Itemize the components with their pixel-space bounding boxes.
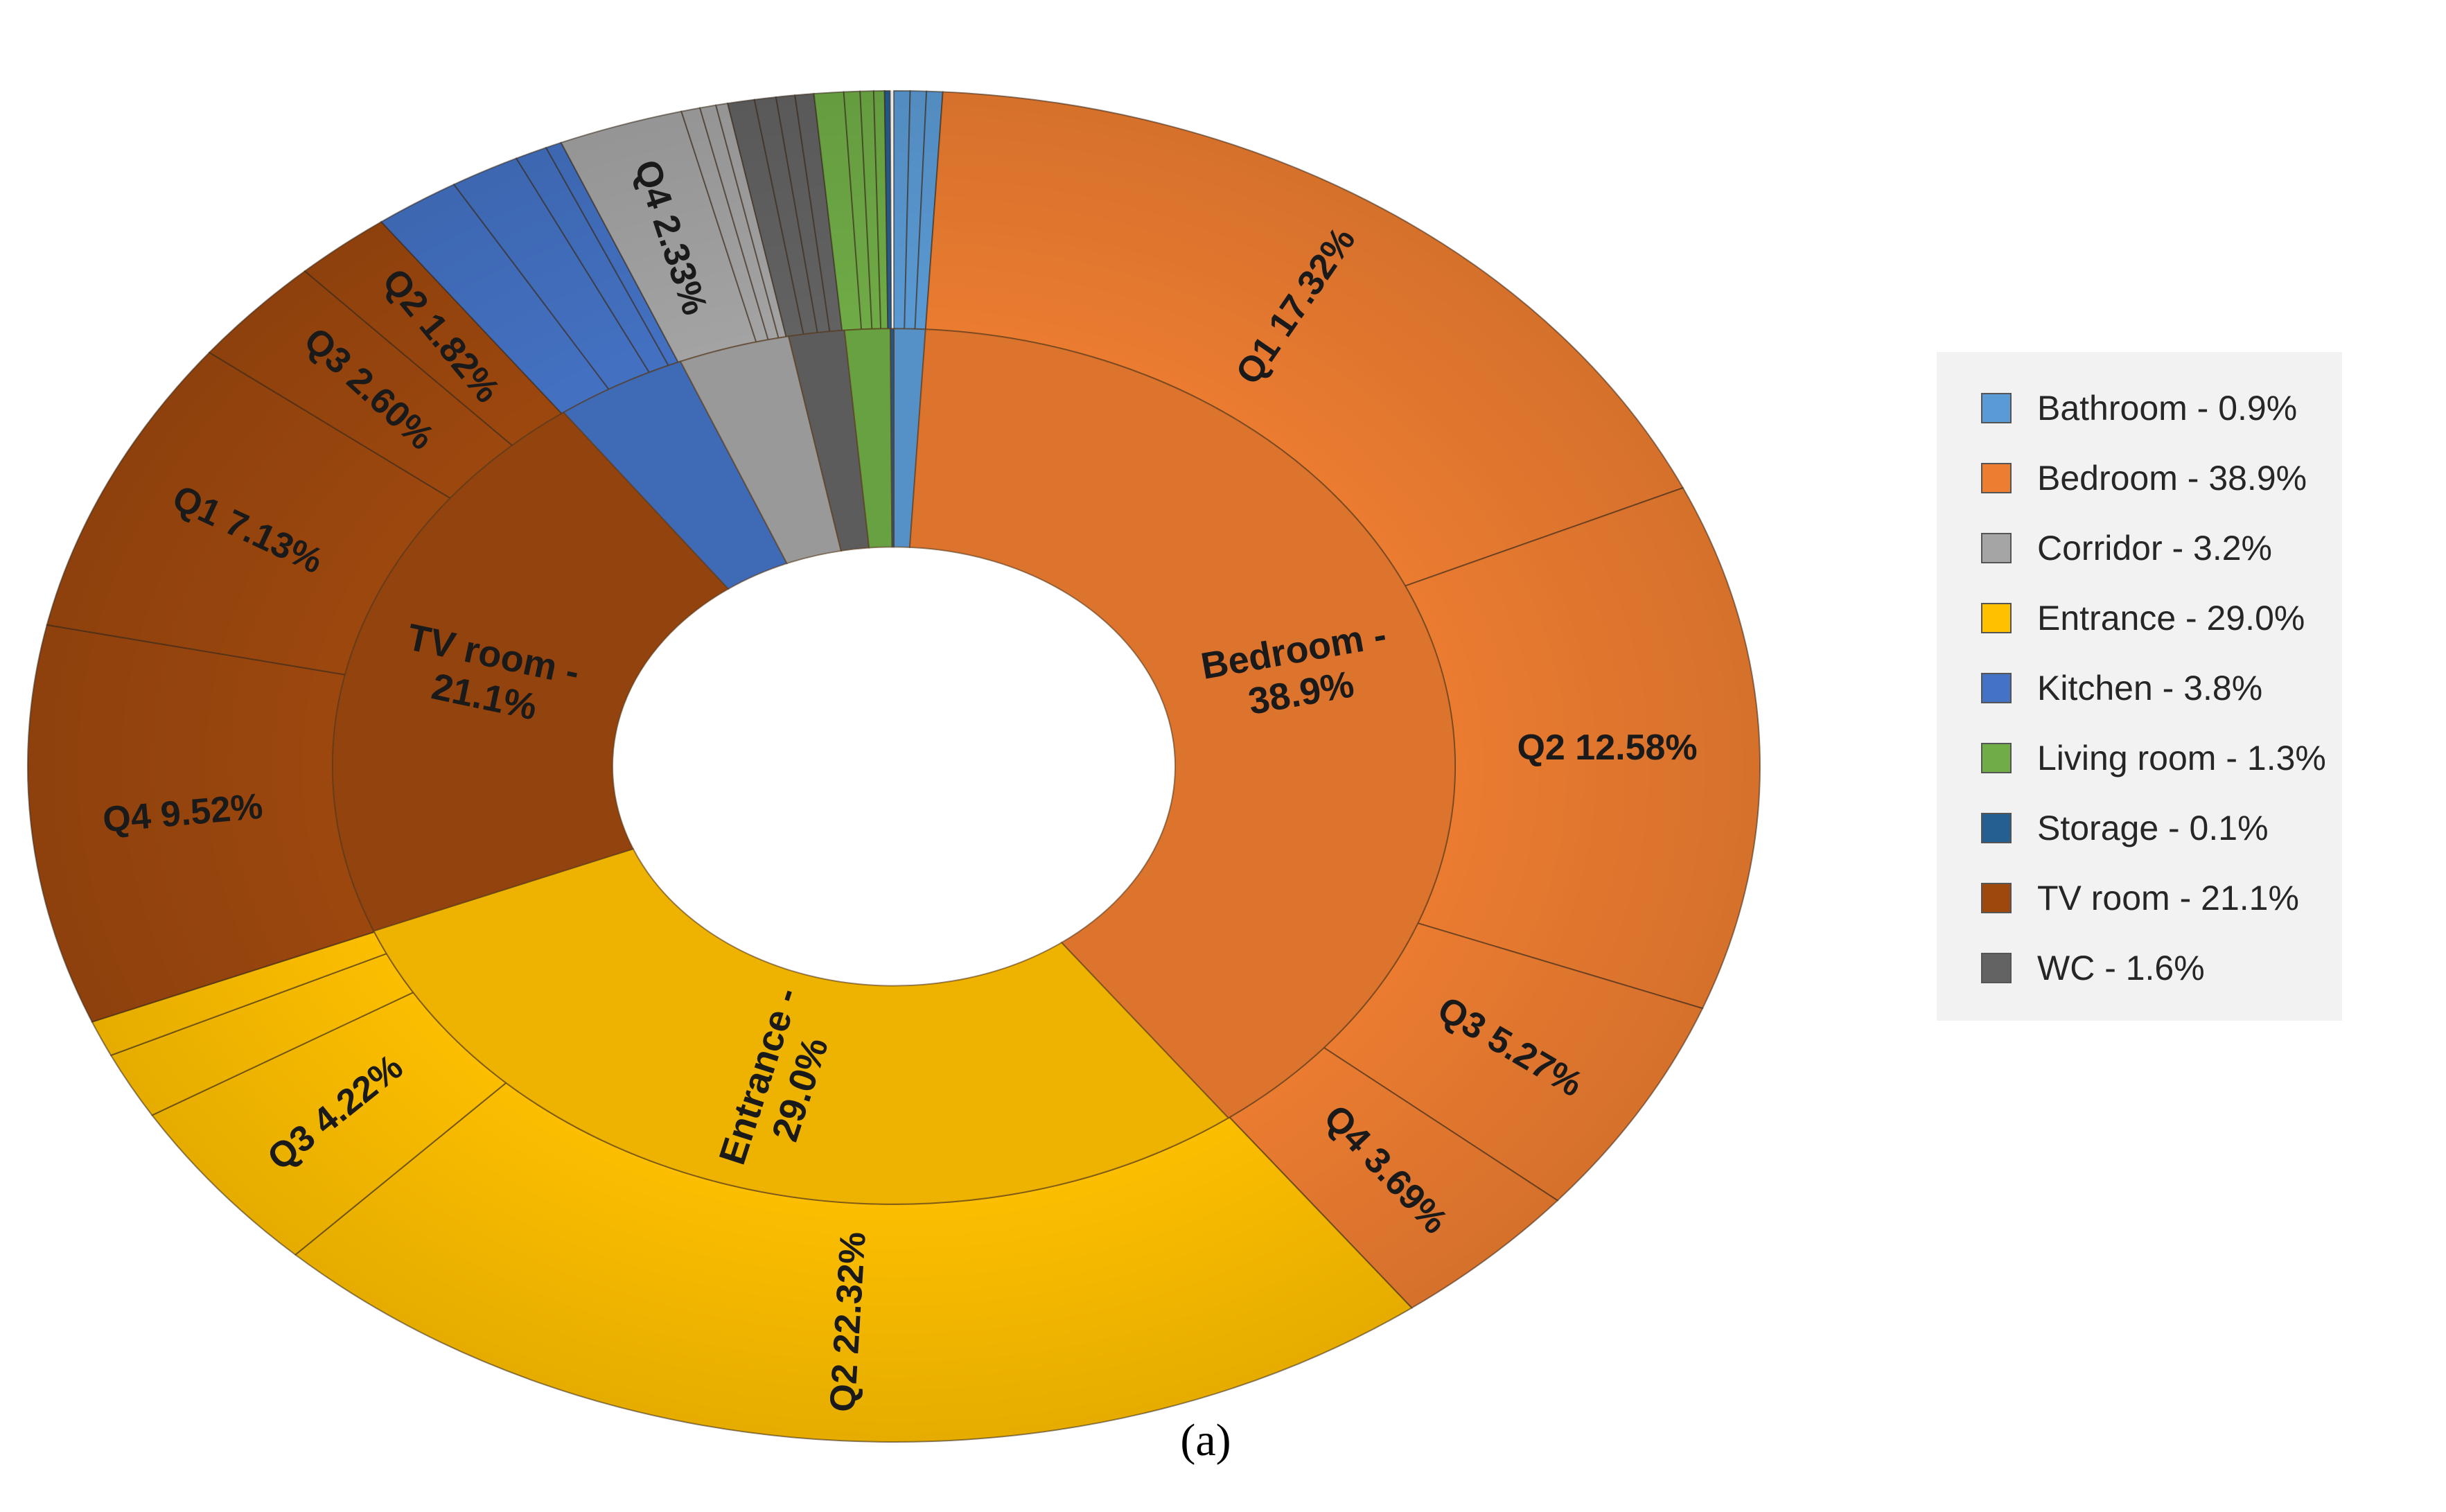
legend-item-bedroom: Bedroom - 38.9% [1981,459,2307,498]
legend-item-entrance: Entrance - 29.0% [1981,599,2305,638]
legend-label: WC - 1.6% [2037,949,2205,987]
legend-label: Storage - 0.1% [2037,809,2269,847]
legend-swatch [1981,393,2012,423]
legend-item-living-room: Living room - 1.3% [1981,739,2326,777]
legend-swatch [1981,673,2012,703]
inner-ring [332,328,1456,1205]
legend: Bathroom - 0.9% Bedroom - 38.9% Corridor -… [1937,352,2342,1021]
legend-item-wc: WC - 1.6% [1981,949,2205,987]
legend-swatch [1981,533,2012,563]
legend-item-bathroom: Bathroom - 0.9% [1981,389,2297,428]
legend-item-kitchen: Kitchen - 3.8% [1981,669,2262,707]
legend-label: Bedroom - 38.9% [2037,459,2307,498]
legend-item-corridor: Corridor - 3.2% [1981,529,2272,568]
legend-swatch [1981,813,2012,843]
inner-slice-tv-room [332,411,730,932]
outer-label-bedroom-4: Q2 12.58% [1517,728,1697,768]
inner-slice-storage [889,328,895,548]
inner-slice-entrance [372,847,1230,1205]
legend-label: TV room - 21.1% [2037,879,2299,917]
legend-label: Entrance - 29.0% [2037,599,2305,638]
legend-label: Bathroom - 0.9% [2037,389,2297,428]
legend-item-storage: Storage - 0.1% [1981,809,2269,847]
legend-label: Corridor - 3.2% [2037,529,2272,568]
legend-item-tv-room: TV room - 21.1% [1981,879,2299,917]
legend-swatch [1981,953,2012,983]
legend-swatch [1981,883,2012,913]
legend-swatch [1981,743,2012,773]
inner-slice-bedroom [908,328,1456,1119]
legend-label: Kitchen - 3.8% [2037,669,2262,707]
outer-ring [27,89,1761,1443]
legend-swatch [1981,603,2012,633]
legend-label: Living room - 1.3% [2037,739,2326,777]
legend-swatch [1981,463,2012,493]
figure-caption: (a) [1180,1415,1231,1466]
